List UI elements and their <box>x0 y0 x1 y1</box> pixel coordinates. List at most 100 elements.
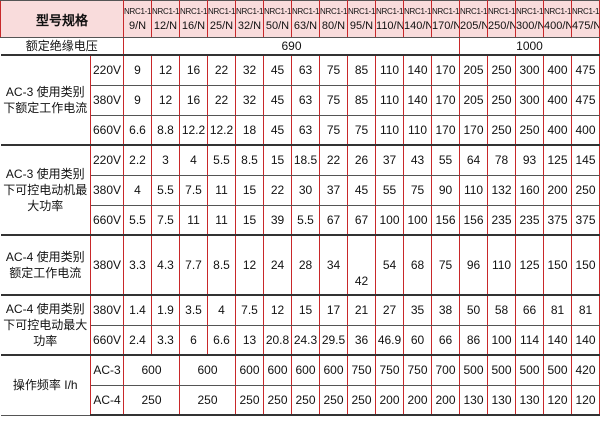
value-cell: 235 <box>515 204 545 236</box>
value-cell: 125 <box>543 144 573 176</box>
value-cell: 4 <box>123 174 153 206</box>
value-cell: 170 <box>431 84 461 116</box>
voltage-label: 380V <box>89 294 125 326</box>
value-cell: 110 <box>459 174 489 206</box>
value-cell: 7.5 <box>179 174 209 206</box>
value-cell: 37 <box>319 174 349 206</box>
value-cell: 66 <box>431 324 461 356</box>
value-cell: 375 <box>571 204 600 236</box>
value-cell: 110 <box>375 84 405 116</box>
value-cell: 81 <box>571 294 600 326</box>
model-prefix: NRC1-1- <box>292 7 320 16</box>
value-cell: 22 <box>319 144 349 176</box>
value-cell: 200 <box>431 384 461 416</box>
voltage-label: 660V <box>89 114 125 146</box>
value-cell: 55 <box>431 144 461 176</box>
value-cell: 30 <box>291 174 321 206</box>
model-header: NRC1-1- 475/N <box>571 0 600 38</box>
value-cell: 12.2 <box>179 114 209 146</box>
model-header: NRC1-1- 110/N <box>375 0 405 38</box>
group-label: AC-4 使用类别下可控电动最大功率 <box>0 294 91 356</box>
model-header: NRC1-1- 400/N <box>543 0 573 38</box>
table-row: 660V 6.6 8.8 12.2 12.2 18 45 63 75 75 110 110 170 170… <box>1 114 600 146</box>
value-cell: 3.5 <box>179 294 209 326</box>
voltage-label: 660V <box>89 204 125 236</box>
model-header: NRC1-1- 170/N <box>431 0 461 38</box>
insulation-voltage-value: 690 <box>123 37 461 56</box>
value-cell: 156 <box>459 204 489 236</box>
value-cell: 90 <box>431 174 461 206</box>
spec-table: 型号规格 NRC1-1- 9/N NRC1-1- 12/N NRC1-1- 16/N NRC… <box>0 0 600 416</box>
value-cell: 700 <box>431 354 461 386</box>
value-cell: 12 <box>151 84 181 116</box>
value-cell: 6.6 <box>207 324 237 356</box>
model-prefix: NRC1-1- <box>460 7 488 16</box>
value-cell: 400 <box>543 84 573 116</box>
model-suffix: 140/N <box>404 20 432 32</box>
value-cell: 86 <box>459 324 489 356</box>
value-cell: 8.8 <box>151 114 181 146</box>
value-cell: 3.3 <box>151 324 181 356</box>
value-cell: 75 <box>319 84 349 116</box>
value-cell: 11 <box>207 204 237 236</box>
value-cell: 75 <box>347 114 377 146</box>
value-cell: 500 <box>459 354 489 386</box>
value-cell: 170 <box>431 114 461 146</box>
value-cell: 475 <box>571 54 600 86</box>
voltage-label: AC-3 <box>89 354 125 386</box>
value-cell: 16 <box>179 84 209 116</box>
value-cell: 200 <box>375 384 405 416</box>
value-cell: 96 <box>459 234 489 296</box>
value-cell: 4 <box>207 294 237 326</box>
table-row: 380V 9 12 16 22 32 45 63 75 85 110 140 170 205 250 300 4… <box>1 84 600 116</box>
value-cell: 24 <box>263 234 293 296</box>
value-cell: 750 <box>375 354 405 386</box>
value-cell: 250 <box>263 384 293 416</box>
value-cell: 600 <box>263 354 293 386</box>
value-cell: 100 <box>487 324 517 356</box>
value-cell: 250 <box>347 384 377 416</box>
table-row: AC-3 使用类别下额定工作电流 220V 9 12 16 22 32 45 63 75 85 110… <box>0 54 600 146</box>
value-cell: 15 <box>235 204 265 236</box>
value-cell: 600 <box>235 354 265 386</box>
value-cell: 22 <box>207 54 237 86</box>
value-cell: 500 <box>543 354 573 386</box>
value-cell: 11 <box>179 204 209 236</box>
value-cell: 46.9 <box>375 324 405 356</box>
value-cell: 750 <box>347 354 377 386</box>
value-cell: 250 <box>487 84 517 116</box>
value-cell: 36 <box>347 324 377 356</box>
value-cell: 2.2 <box>123 144 153 176</box>
value-cell: 250 <box>235 384 265 416</box>
value-cell: 55 <box>375 174 405 206</box>
model-prefix: NRC1-1- <box>544 7 572 16</box>
value-cell: 29.5 <box>319 324 349 356</box>
value-cell: 75 <box>403 174 433 206</box>
value-cell: 250 <box>487 114 517 146</box>
value-cell: 64 <box>459 144 489 176</box>
value-cell: 15 <box>235 174 265 206</box>
model-header: NRC1-1- 80/N <box>319 0 349 38</box>
model-suffix: 12/N <box>153 20 178 32</box>
value-cell: 66 <box>515 294 545 326</box>
model-prefix: NRC1-1- <box>404 7 432 16</box>
model-prefix: NRC1-1- <box>180 7 208 16</box>
value-cell: 12 <box>263 294 293 326</box>
group-label: AC-4 使用类别额定工作电流 <box>0 234 91 296</box>
value-cell: 20.8 <box>263 324 293 356</box>
value-cell: 600 <box>123 354 181 386</box>
model-suffix: 50/N <box>265 20 290 32</box>
value-cell: 140 <box>403 54 433 86</box>
value-cell: 21 <box>347 294 377 326</box>
value-cell: 12.2 <box>207 114 237 146</box>
table-row: AC-4 250 250 250 250 250 250 250 200 200 200 130 130… <box>1 384 600 416</box>
value-cell: 75 <box>431 234 461 296</box>
header-title: 型号规格 <box>0 0 125 38</box>
value-cell: 43 <box>403 144 433 176</box>
model-header: NRC1-1- 50/N <box>263 0 293 38</box>
value-cell: 60 <box>403 324 433 356</box>
value-cell: 750 <box>403 354 433 386</box>
table-row: AC-3 使用类别下可控电动机最大功率 220V 2.2 3 4 5.5 8.5 15 18.5… <box>0 144 600 236</box>
insulation-voltage-row: 额定绝缘电压 690 1000 <box>0 37 600 56</box>
voltage-label: 380V <box>89 174 125 206</box>
